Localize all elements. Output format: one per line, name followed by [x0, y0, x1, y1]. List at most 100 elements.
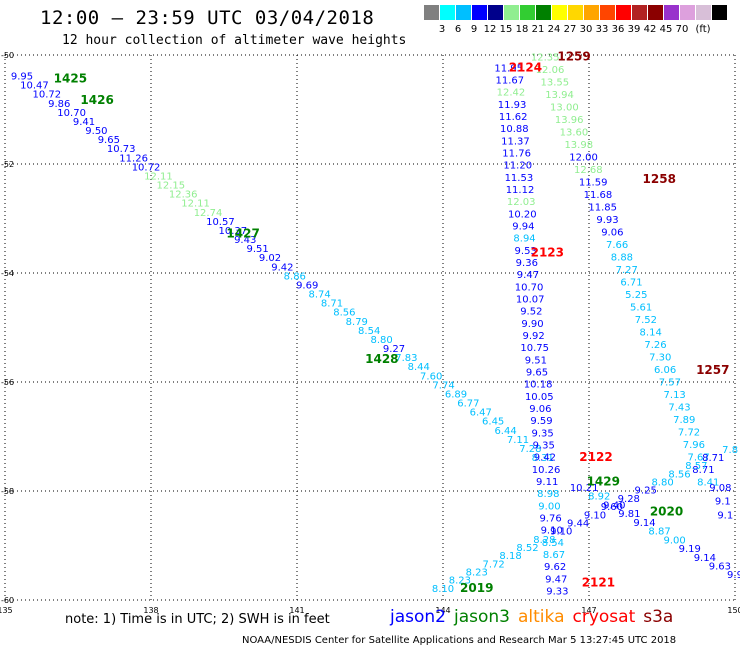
swh-value: 9.95	[11, 72, 33, 83]
swh-value: 9.93	[596, 215, 618, 226]
swh-value: 5.25	[625, 290, 647, 301]
swh-value: 8.71	[692, 465, 714, 476]
lon-tick-label: 138	[143, 606, 158, 615]
swh-value: 8.92	[588, 492, 610, 503]
swh-value: 9.65	[98, 135, 120, 146]
satellite-legend-s3a: s3a	[643, 607, 674, 627]
satellite-legend-altika: altika	[518, 607, 565, 627]
swh-value: 10.72	[132, 162, 161, 173]
swh-value: 7.89	[673, 415, 695, 426]
color-scale-label: 39	[627, 24, 641, 35]
swh-value: 7.8	[722, 445, 738, 456]
swh-value: 8.41	[697, 478, 719, 489]
swh-value: 9.51	[246, 244, 268, 255]
swh-value: 9.00	[664, 535, 686, 546]
swh-value: 12.35	[531, 52, 560, 63]
track-jason3-1425-1428: 9.9510.4710.729.8610.709.419.509.6510.73…	[11, 72, 554, 464]
swh-value: 8.57	[685, 461, 707, 472]
note-text: note: 1) Time is in UTC; 2) SWH is in fe…	[65, 612, 330, 627]
swh-value: 7.43	[668, 403, 690, 414]
color-scale-label: 24	[547, 24, 561, 35]
swh-value: 8.44	[408, 362, 430, 373]
color-swatch	[568, 5, 583, 20]
swh-value: 12.11	[144, 171, 173, 182]
swh-value: 6.45	[482, 417, 504, 428]
swh-value: 7.83	[395, 353, 417, 364]
swh-value: 12.36	[169, 190, 198, 201]
map-ticks: 135 138 141 144 147 150 -50 -52 -54 -56 -58 -60	[0, 51, 740, 615]
swh-value: 7.67	[688, 453, 710, 464]
swh-value: 12.42	[497, 88, 526, 99]
lon-tick-label: 144	[435, 606, 450, 615]
swh-value: 9.10	[541, 526, 563, 537]
swh-value: 9.50	[85, 126, 107, 137]
swh-value: 9.69	[296, 280, 318, 291]
swh-value: 8.56	[333, 308, 355, 319]
color-swatch	[632, 5, 647, 20]
swh-value: 9.40	[603, 500, 625, 511]
track-jason3-1429-2020: 10.218.929.409.819.148.879.009.199.149.6…	[570, 483, 740, 581]
swh-value: 10.07	[516, 295, 545, 306]
lat-tick-label: -52	[1, 160, 14, 169]
swh-value: 9.47	[545, 574, 567, 585]
swh-value: 11.67	[496, 76, 525, 87]
swh-value: 10.57	[206, 217, 235, 228]
color-scale-label: 15	[499, 24, 513, 35]
color-swatch	[616, 5, 631, 20]
swh-value: 7.60	[420, 371, 442, 382]
swh-value: 9.53	[515, 246, 537, 257]
swh-value: 9.42	[534, 453, 556, 464]
color-scale-label: 70	[675, 24, 689, 35]
satellite-legend-cryosat: cryosat	[572, 607, 636, 627]
swh-value: 8.71	[702, 453, 724, 464]
color-swatch	[680, 5, 695, 20]
satellite-legend-jason2: jason2	[390, 607, 446, 627]
color-scale-label: 6	[454, 24, 462, 35]
swh-value: 6.47	[470, 408, 492, 419]
swh-value: 6.89	[445, 389, 467, 400]
swh-value: 9.76	[539, 514, 561, 525]
swh-value: 9.25	[635, 486, 657, 497]
color-scale-label: 33	[595, 24, 609, 35]
color-swatch	[648, 5, 663, 20]
swh-value: 8.94	[513, 234, 535, 245]
swh-value: 10.05	[525, 392, 554, 403]
swh-value: 9.1	[715, 497, 731, 508]
color-swatch	[488, 5, 503, 20]
pass-label: 1426	[80, 93, 113, 107]
lat-tick-label: -50	[1, 51, 14, 60]
swh-value: 9.63	[709, 561, 731, 572]
color-scale-label: 12	[483, 24, 497, 35]
color-scale-label: 45	[659, 24, 673, 35]
swh-value: 9.02	[259, 253, 281, 264]
swh-value: 9.52	[520, 307, 542, 318]
swh-value: 9.51	[525, 355, 547, 366]
swh-value: 10.26	[532, 465, 561, 476]
swh-value: 8.71	[321, 299, 343, 310]
swh-value: 9.92	[522, 331, 544, 342]
swh-value: 11.93	[498, 100, 527, 111]
swh-value: 7.74	[432, 380, 454, 391]
color-scale-unit: (ft)	[695, 24, 711, 35]
credit-line: NOAA/NESDIS Center for Satellite Applica…	[242, 635, 677, 646]
swh-value: 8.10	[432, 584, 454, 595]
swh-value: 12.68	[574, 165, 603, 176]
swh-value: 8.98	[537, 489, 559, 500]
color-scale-label: 36	[611, 24, 625, 35]
swh-value: 7.66	[606, 240, 628, 251]
swh-value: 13.96	[555, 115, 584, 126]
pass-label: 2122	[579, 450, 612, 464]
satellite-legend: jason2 jason3 altika cryosat s3a	[390, 607, 681, 627]
swh-value: 9.62	[544, 562, 566, 573]
swh-value: 8.79	[346, 317, 368, 328]
swh-value: 7.26	[644, 340, 666, 351]
swh-value: 13.00	[550, 102, 579, 113]
swh-value: 9.06	[529, 404, 551, 415]
pass-label: 2124	[509, 60, 542, 74]
swh-value: 9.33	[546, 587, 568, 598]
swh-value: 8.67	[543, 550, 565, 561]
pass-label: 1259	[557, 49, 590, 63]
swh-value: 9.65	[526, 368, 548, 379]
